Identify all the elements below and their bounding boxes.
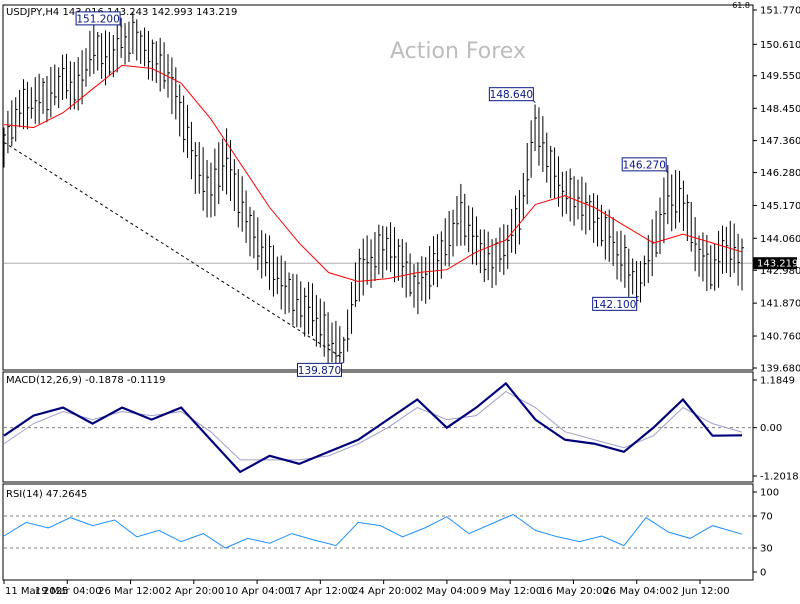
price-y-tick-label: 150.610 [760, 40, 800, 51]
price-y-tick-label: 142.980 [760, 266, 800, 277]
x-tick-label: 16 May 20:00 [540, 586, 609, 597]
x-tick-label: 2 Apr 20:00 [165, 586, 224, 597]
x-tick-label: 9 May 12:00 [480, 586, 542, 597]
x-tick-label: 17 Apr 12:00 [289, 586, 354, 597]
rsi-plot [3, 513, 752, 549]
price-annotation-box [621, 157, 667, 172]
price-annotation-leader [341, 361, 344, 364]
price-header: USDJPY,H4 143.016 143.243 142.993 143.21… [6, 7, 237, 18]
price-y-tick-label: 141.870 [760, 299, 800, 310]
price-y-tick-label: 146.280 [760, 168, 800, 179]
price-annotation-leader [119, 24, 123, 28]
price-y-tick-label: 144.060 [760, 234, 800, 245]
rsi-y-tick-label: 0 [760, 568, 766, 579]
price-annotation-leader [665, 170, 669, 174]
price-y-tick-label: 139.680 [760, 364, 800, 375]
x-tick-label: 10 Apr 04:00 [225, 586, 290, 597]
price-y-tick-label: 151.770 [760, 6, 800, 17]
macd-y-tick-label: 1.1849 [760, 376, 795, 387]
price-annotation-label: 151.200 [76, 13, 119, 25]
x-tick-label: 2 May 04:00 [417, 586, 479, 597]
x-tick-label: 2 Jun 12:00 [672, 586, 729, 597]
rsi-y-tick-label: 100 [760, 488, 779, 499]
rsi-line [3, 513, 743, 549]
macd-signal-line [3, 390, 743, 461]
price-annotation-leader [636, 295, 639, 298]
rsi-y-tick-label: 70 [760, 512, 773, 523]
price-annotation-leader [533, 100, 536, 104]
x-tick-label: 11 Mar 2025 [5, 586, 68, 597]
price-annotation-box [75, 11, 121, 26]
macd-y-tick-label: -1.2018 [760, 472, 799, 483]
trend-line [3, 141, 344, 359]
price-annotation-box [592, 296, 638, 311]
price-y-tick-label: 140.760 [760, 332, 800, 343]
macd-header: MACD(12,26,9) -0.1878 -0.1119 [6, 375, 166, 386]
price-annotation-label: 148.640 [490, 89, 533, 101]
macd-plot [3, 381, 752, 474]
price-y-tick-label: 148.450 [760, 104, 800, 115]
x-tick-label: 26 May 04:00 [603, 586, 672, 597]
price-y-tick-label: 147.360 [760, 136, 800, 147]
price-y-tick-label: 149.550 [760, 71, 800, 82]
price-annotation-box [296, 362, 342, 377]
current-price-box [753, 257, 797, 270]
price-annotation-box [488, 87, 534, 102]
watermark: Action Forex [390, 39, 526, 64]
fib-corner-label: 61.8 [732, 1, 750, 10]
rsi-header: RSI(14) 47.2645 [6, 489, 87, 500]
price-annotation-label: 146.270 [622, 159, 665, 171]
macd-line [3, 381, 743, 474]
rsi-panel [2, 483, 754, 581]
moving-average-line [3, 64, 743, 283]
macd-y-tick-label: 0.00 [760, 423, 782, 434]
current-price-label: 143.219 [757, 259, 798, 270]
x-tick-label: 24 Apr 20:00 [352, 586, 417, 597]
axes: 151.770 150.610 149.550 148.450 147.360 146.2… [3, 6, 800, 597]
price-panel [2, 4, 754, 371]
price-annotation-label: 142.100 [593, 299, 636, 311]
price-y-tick-label: 145.170 [760, 201, 800, 212]
x-tick-label: 19 Mar 04:00 [35, 586, 102, 597]
rsi-y-tick-label: 30 [760, 544, 773, 555]
price-plot: 151.200 148.640 146.270 142.100 139.870 [3, 11, 752, 377]
price-annotation-label: 139.870 [298, 365, 341, 377]
x-tick-label: 26 Mar 12:00 [98, 586, 165, 597]
